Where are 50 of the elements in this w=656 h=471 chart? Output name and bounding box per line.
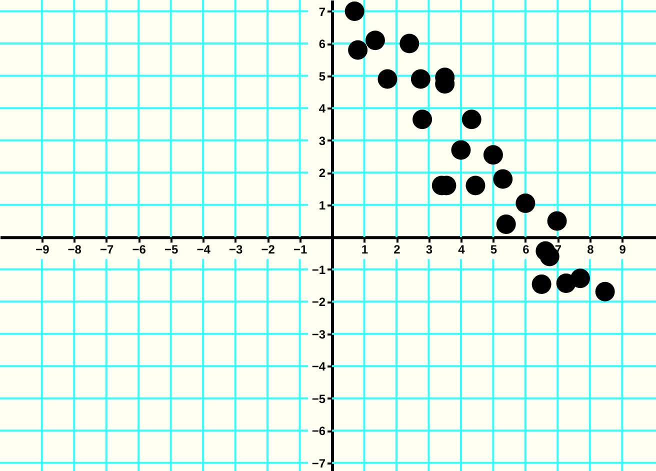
point	[348, 40, 368, 60]
x-tick-label: −7	[100, 242, 114, 257]
y-tick-label: −5	[312, 392, 326, 406]
x-tick-label: 8	[587, 242, 594, 257]
y-tick-label: 2	[318, 166, 326, 180]
point	[547, 211, 567, 231]
point	[570, 268, 590, 288]
point	[365, 30, 385, 50]
point	[496, 214, 516, 234]
y-tick-label: −2	[312, 295, 326, 310]
y-tick-label: −1	[312, 262, 326, 277]
x-tick-label: −1	[293, 242, 308, 257]
point	[483, 145, 503, 165]
y-tick-label: 6	[318, 37, 326, 52]
point	[493, 169, 513, 189]
point	[412, 110, 432, 130]
y-tick-label: −7	[312, 456, 326, 470]
y-tick-label: 5	[318, 69, 326, 84]
x-tick-label: −2	[261, 242, 276, 257]
x-tick-label: −4	[196, 242, 211, 257]
x-tick-label: 2	[394, 242, 401, 257]
x-tick-label: 6	[522, 242, 530, 257]
x-tick-label: 9	[619, 242, 626, 257]
point	[462, 110, 482, 130]
y-tick-label: 1	[318, 198, 326, 212]
point	[400, 34, 420, 54]
y-tick-label: 7	[318, 4, 326, 19]
y-tick-label: −6	[312, 424, 326, 438]
point	[451, 140, 471, 160]
x-tick-label: 4	[458, 242, 466, 257]
y-tick-label: −3	[312, 327, 326, 342]
y-tick-label: 4	[318, 102, 326, 116]
x-tick-label: −6	[132, 242, 146, 257]
x-tick-label: −8	[68, 242, 82, 257]
point	[378, 69, 398, 89]
point	[466, 176, 486, 196]
x-tick-label: −3	[228, 242, 243, 257]
point	[344, 2, 364, 22]
point	[410, 69, 430, 89]
y-tick-label: 3	[318, 134, 326, 148]
point	[540, 246, 560, 266]
x-tick-label: 1	[361, 242, 368, 257]
point	[532, 274, 552, 294]
point	[516, 194, 536, 213]
point	[595, 282, 615, 302]
x-tick-label: −5	[164, 242, 179, 257]
x-tick-label: −9	[36, 242, 50, 257]
x-tick-label: 3	[426, 242, 433, 257]
x-tick-label: 5	[490, 242, 498, 257]
y-tick-label: −4	[312, 360, 326, 374]
